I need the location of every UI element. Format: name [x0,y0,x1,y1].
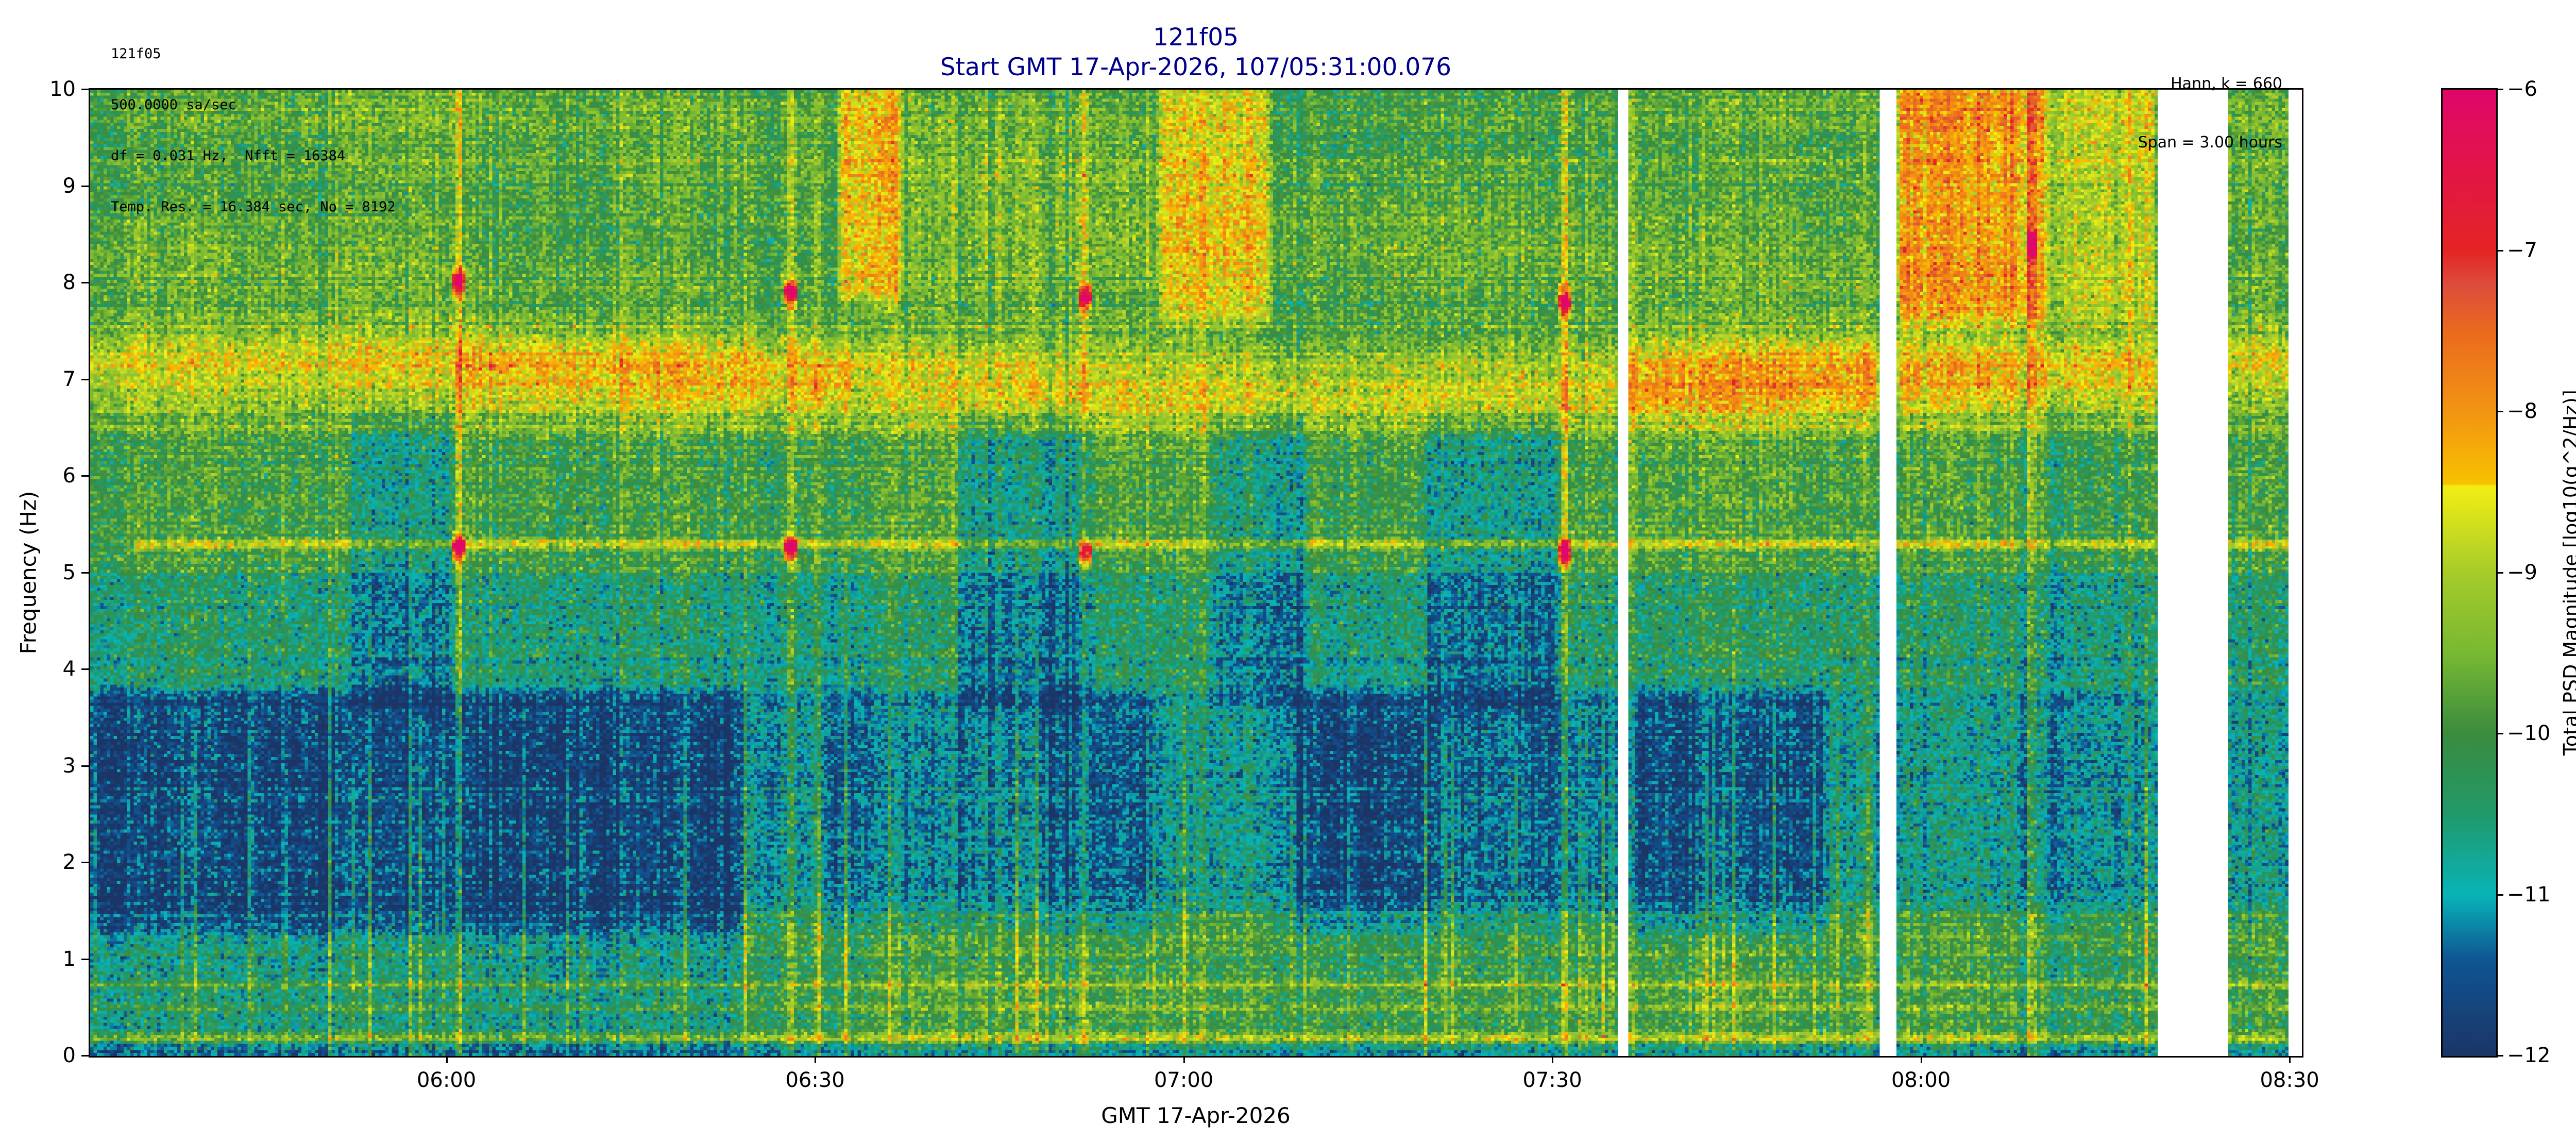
y-tick [81,958,89,960]
y-tick [81,1055,89,1057]
x-tick-label: 08:30 [2260,1068,2319,1092]
y-tick [81,475,89,477]
colorbar-tick [2496,1055,2503,1057]
x-tick-label: 06:30 [785,1068,845,1092]
y-tick-label: 3 [62,753,76,778]
y-tick-label: 8 [62,271,76,294]
title-start-time: Start GMT 17-Apr-2026, 107/05:31:00.076 [940,53,1452,81]
colorbar-tick [2496,894,2503,896]
y-tick [81,185,89,187]
y-tick [81,378,89,380]
colorbar-tick-label: −7 [2507,238,2537,262]
y-tick [81,668,89,670]
info-sensor: 121f05 [111,46,161,62]
y-tick [81,572,89,574]
y-tick-label: 10 [49,77,76,101]
colorbar-tick-label: −11 [2507,882,2551,907]
recording-info: 121f05 500.0000 sa/sec df = 0.031 Hz, Nf… [111,11,396,232]
x-tick [446,1056,448,1063]
colorbar-tick-label: −10 [2507,722,2551,745]
colorbar-tick [2496,572,2503,574]
info-df-nfft: df = 0.031 Hz, Nfft = 16384 [111,148,346,164]
info-window: Hann, k = 660 [2171,75,2282,93]
colorbar-tick-label: −9 [2507,560,2537,584]
y-tick-label: 7 [62,367,76,391]
y-tick-label: 9 [62,174,76,198]
x-tick [2289,1056,2291,1063]
colorbar-tick [2496,733,2503,734]
x-tick [1183,1056,1185,1063]
info-sample-rate: 500.0000 sa/sec [111,97,236,113]
y-tick [81,862,89,863]
y-tick-label: 6 [62,464,76,488]
x-tick [815,1056,817,1063]
x-tick-label: 08:00 [1891,1068,1951,1092]
y-tick-label: 0 [62,1044,76,1067]
window-info: Hann, k = 660 Span = 3.00 hours [2138,35,2282,172]
y-tick-label: 5 [62,560,76,584]
colorbar-tick-label: −8 [2507,399,2537,423]
info-span: Span = 3.00 hours [2138,133,2282,152]
x-tick [1920,1056,1922,1063]
x-tick-label: 07:00 [1154,1068,1214,1092]
x-tick-label: 06:00 [416,1068,477,1092]
y-tick-label: 2 [62,850,76,874]
x-tick [1552,1056,1554,1063]
y-tick-label: 4 [62,657,76,681]
y-tick [81,89,89,90]
y-tick-label: 1 [62,947,76,971]
y-tick [81,282,89,283]
colorbar-tick [2496,249,2503,252]
colorbar-tick [2496,411,2503,412]
y-axis-label: Frequency (Hz) [15,491,41,655]
plot-area [89,88,2303,1058]
colorbar-tick-label: −12 [2507,1044,2551,1067]
title-sensor: 121f05 [1153,23,1239,52]
chart-title: 121f05 Start GMT 17-Apr-2026, 107/05:31:… [681,23,1711,82]
y-tick [81,765,89,767]
x-axis-label: GMT 17-Apr-2026 [1101,1103,1291,1128]
colorbar [2443,90,2496,1056]
colorbar-label: Total PSD Magnitude [log10(g^2/Hz)] [2560,390,2576,756]
colorbar-frame [2441,88,2498,1058]
colorbar-tick-label: −6 [2507,77,2537,101]
colorbar-tick [2496,89,2503,90]
x-tick-label: 07:30 [1522,1068,1582,1092]
info-temporal-resolution: Temp. Res. = 16.384 sec, No = 8192 [111,199,396,215]
spectrogram-image [90,90,2302,1056]
